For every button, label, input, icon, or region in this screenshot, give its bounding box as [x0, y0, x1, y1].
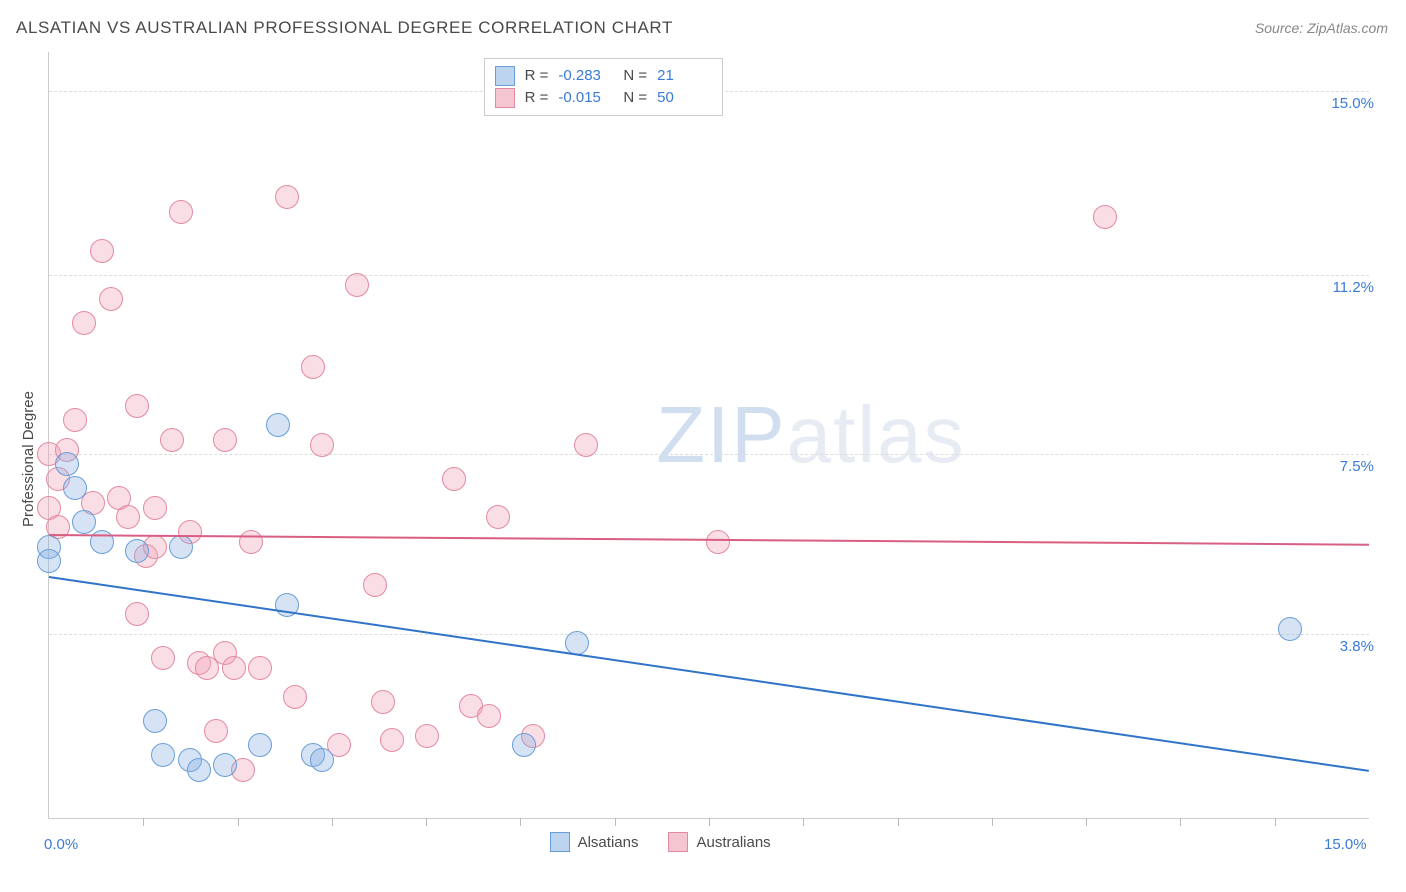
data-point [371, 690, 395, 714]
series-label-alsatians: Alsatians [578, 834, 639, 851]
n-value-alsatians: 21 [657, 65, 712, 87]
x-tick-label-right: 15.0% [1324, 836, 1367, 853]
x-tick [1180, 818, 1181, 826]
data-point [248, 733, 272, 757]
y-tick-label: 7.5% [1314, 458, 1374, 475]
x-tick [1275, 818, 1276, 826]
data-point [125, 602, 149, 626]
x-tick [898, 818, 899, 826]
data-point [239, 530, 263, 554]
data-point [37, 549, 61, 573]
trend-line [49, 576, 1369, 772]
data-point [151, 743, 175, 767]
swatch-australians [495, 88, 515, 108]
data-point [1278, 617, 1302, 641]
x-tick [803, 818, 804, 826]
n-label: N = [623, 87, 647, 109]
y-axis-label: Professional Degree [20, 391, 37, 527]
data-point [160, 428, 184, 452]
gridline [49, 454, 1369, 455]
data-point [169, 535, 193, 559]
correlation-legend: R = -0.283 N = 21 R = -0.015 N = 50 [484, 58, 724, 116]
data-point [125, 539, 149, 563]
data-point [222, 656, 246, 680]
x-tick [238, 818, 239, 826]
x-tick [992, 818, 993, 826]
gridline [49, 275, 1369, 276]
swatch-alsatians [495, 66, 515, 86]
data-point [486, 505, 510, 529]
data-point [574, 433, 598, 457]
y-tick-label: 3.8% [1314, 638, 1374, 655]
data-point [301, 355, 325, 379]
x-tick [709, 818, 710, 826]
data-point [310, 433, 334, 457]
series-legend: Alsatians Australians [550, 832, 771, 852]
data-point [99, 287, 123, 311]
data-point [415, 724, 439, 748]
data-point [55, 452, 79, 476]
r-value-alsatians: -0.283 [558, 65, 613, 87]
chart-plot-area: ZIPatlas [48, 52, 1369, 819]
data-point [63, 408, 87, 432]
data-point [706, 530, 730, 554]
data-point [72, 510, 96, 534]
r-value-australians: -0.015 [558, 87, 613, 109]
data-point [275, 185, 299, 209]
data-point [143, 709, 167, 733]
n-label: N = [623, 65, 647, 87]
legend-row-australians: R = -0.015 N = 50 [495, 87, 713, 109]
series-label-australians: Australians [696, 834, 770, 851]
data-point [380, 728, 404, 752]
data-point [363, 573, 387, 597]
watermark: ZIPatlas [656, 389, 965, 481]
legend-row-alsatians: R = -0.283 N = 21 [495, 65, 713, 87]
data-point [442, 467, 466, 491]
r-label: R = [525, 65, 549, 87]
data-point [204, 719, 228, 743]
data-point [90, 239, 114, 263]
data-point [266, 413, 290, 437]
data-point [151, 646, 175, 670]
data-point [477, 704, 501, 728]
data-point [63, 476, 87, 500]
legend-item-australians: Australians [668, 832, 770, 852]
n-value-australians: 50 [657, 87, 712, 109]
data-point [213, 428, 237, 452]
watermark-atlas: atlas [787, 390, 966, 479]
x-tick [143, 818, 144, 826]
chart-title: ALSATIAN VS AUSTRALIAN PROFESSIONAL DEGR… [16, 18, 673, 38]
x-tick [1086, 818, 1087, 826]
watermark-zip: ZIP [656, 390, 786, 479]
y-tick-label: 11.2% [1314, 279, 1374, 296]
data-point [143, 496, 167, 520]
r-label: R = [525, 87, 549, 109]
x-tick [426, 818, 427, 826]
data-point [248, 656, 272, 680]
data-point [187, 758, 211, 782]
x-tick [520, 818, 521, 826]
data-point [90, 530, 114, 554]
gridline [49, 634, 1369, 635]
swatch-alsatians [550, 832, 570, 852]
x-tick-label-left: 0.0% [44, 836, 78, 853]
data-point [125, 394, 149, 418]
data-point [283, 685, 307, 709]
y-tick-label: 15.0% [1314, 95, 1374, 112]
data-point [310, 748, 334, 772]
data-point [72, 311, 96, 335]
x-tick [332, 818, 333, 826]
data-point [169, 200, 193, 224]
legend-item-alsatians: Alsatians [550, 832, 639, 852]
x-tick [615, 818, 616, 826]
data-point [512, 733, 536, 757]
data-point [213, 753, 237, 777]
data-point [345, 273, 369, 297]
swatch-australians [668, 832, 688, 852]
source-attribution: Source: ZipAtlas.com [1255, 20, 1388, 36]
data-point [1093, 205, 1117, 229]
data-point [116, 505, 140, 529]
